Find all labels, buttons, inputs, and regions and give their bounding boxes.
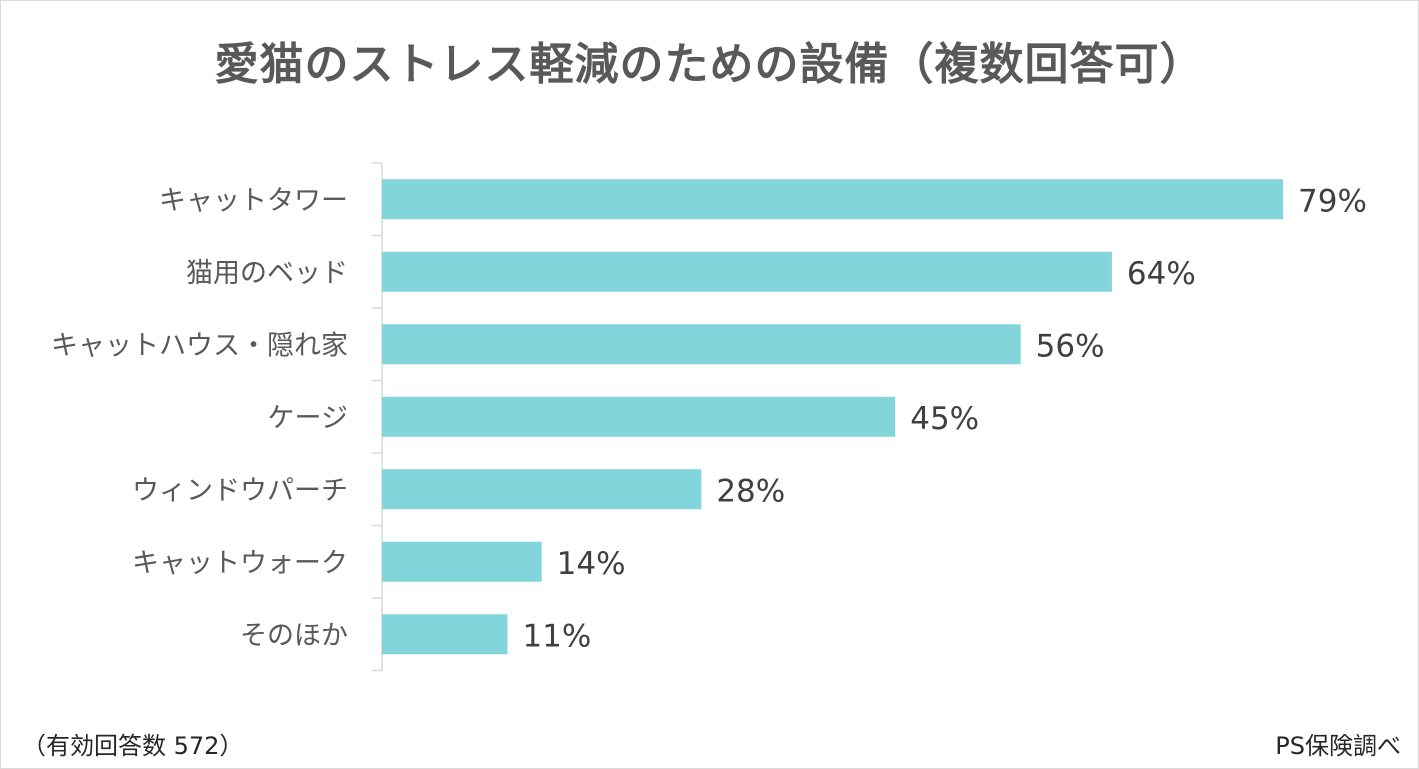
data-label: 14% xyxy=(557,546,626,582)
bar xyxy=(382,614,508,655)
category-label: キャットハウス・隠れ家 xyxy=(51,330,348,361)
bar xyxy=(382,324,1021,365)
source-note: PS保険調べ xyxy=(1275,732,1401,760)
chart-title: 愛猫のストレス軽減のための設備（複数回答可） xyxy=(214,39,1205,90)
data-label: 79% xyxy=(1298,183,1367,219)
sample-size-note: （有効回答数 572） xyxy=(22,732,244,760)
data-label: 11% xyxy=(522,618,591,654)
category-label: 猫用のベッド xyxy=(186,258,348,289)
category-label: キャットウォーク xyxy=(132,548,348,579)
bar xyxy=(382,251,1112,292)
data-label: 45% xyxy=(910,401,979,437)
category-label: キャットタワー xyxy=(159,185,348,216)
bar xyxy=(382,541,542,582)
data-label: 28% xyxy=(716,473,785,509)
category-label: ケージ xyxy=(268,403,348,434)
data-label: 56% xyxy=(1036,328,1105,364)
category-label: そのほか xyxy=(240,620,348,651)
bar xyxy=(382,469,702,510)
data-label: 64% xyxy=(1127,256,1196,292)
category-label: ウィンドウパーチ xyxy=(132,475,348,506)
bar xyxy=(382,179,1283,220)
bar xyxy=(382,396,896,437)
